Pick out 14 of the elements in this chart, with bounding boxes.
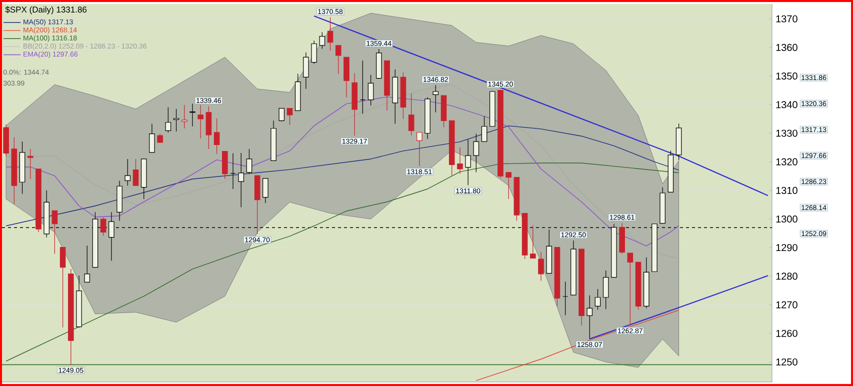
chart-title: $SPX (Daily) 1331.86 — [5, 6, 87, 14]
y-tick-label: 1270 — [776, 301, 798, 308]
y-tick-label: 1250 — [776, 358, 798, 366]
y-tick-label: 1280 — [776, 272, 798, 280]
y-tick-label: 1350 — [776, 72, 798, 80]
y-tick-label: 1360 — [776, 44, 798, 51]
y-tick-label: 1300 — [776, 215, 798, 223]
y-tick-label: 1320 — [776, 158, 798, 166]
y-tick-label: 1290 — [776, 244, 798, 252]
y-tick-label: 1340 — [776, 101, 798, 108]
y-tick-label: 1370 — [776, 15, 798, 22]
y-tick-label: 1330 — [776, 130, 798, 137]
y-tick-label: 1260 — [776, 330, 798, 337]
y-tick-label: 1310 — [776, 186, 798, 194]
